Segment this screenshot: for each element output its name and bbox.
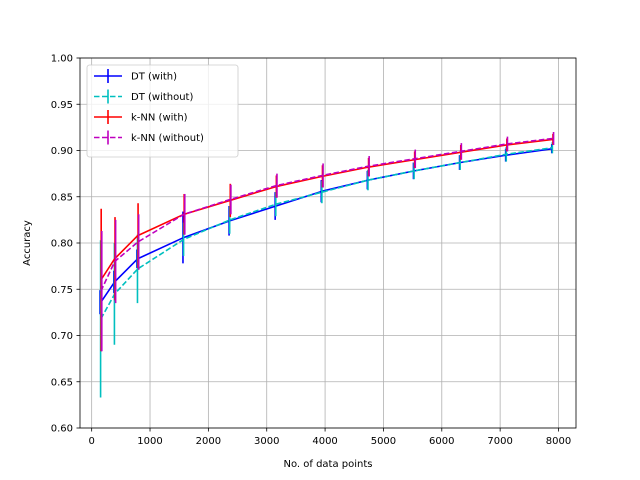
y-tick-label: 0.65 (51, 377, 73, 388)
grid (80, 57, 576, 429)
legend-box (86, 64, 239, 158)
y-tick-label: 0.75 (51, 285, 73, 296)
y-tick-label: 1.00 (51, 54, 73, 65)
y-tick-label: 0.60 (51, 424, 73, 435)
y-tick-label: 0.95 (51, 100, 73, 111)
legend-item-1: DT (with) (94, 69, 177, 83)
x-tick-label: 0 (88, 436, 94, 447)
y-tick-label: 0.85 (51, 192, 73, 203)
x-tick-label: 1000 (137, 436, 162, 447)
legend: DT (with) DT (without) k-NN (with) k-NN (wi… (86, 64, 239, 158)
y-tick-label: 0.70 (51, 331, 73, 342)
series-layer (99, 132, 555, 398)
y-axis-label: Accuracy (22, 220, 33, 266)
x-tick-label: 8000 (546, 436, 571, 447)
legend-label: k-NN (without) (131, 133, 204, 144)
x-tick-label: 7000 (487, 436, 512, 447)
series-line (100, 146, 553, 320)
x-tick-label: 3000 (254, 436, 279, 447)
x-tick-label: 6000 (429, 436, 454, 447)
series-line (100, 138, 553, 281)
legend-label: k-NN (with) (131, 113, 188, 124)
legend-item-2: DT (without) (94, 89, 193, 104)
y-tick-label: 0.90 (51, 146, 73, 157)
x-tick-label: 4000 (312, 436, 337, 447)
x-axis-label: No. of data points (283, 459, 372, 470)
legend-label: DT (without) (131, 92, 193, 103)
legend-label: DT (with) (131, 72, 177, 83)
legend-item-3: k-NN (with) (94, 110, 188, 124)
series-4 (100, 132, 555, 352)
series-line (100, 137, 553, 292)
x-tick-label: 2000 (196, 436, 221, 447)
legend-item-4: k-NN (without) (94, 130, 204, 145)
y-axis: 0.60 0.65 0.70 0.75 0.80 0.85 0.90 0.95 1.00 (51, 54, 80, 435)
x-axis: 0 1000 2000 3000 4000 5000 6000 7000 8000 (88, 428, 571, 447)
y-tick-label: 0.80 (51, 239, 73, 250)
x-tick-label: 5000 (371, 436, 396, 447)
